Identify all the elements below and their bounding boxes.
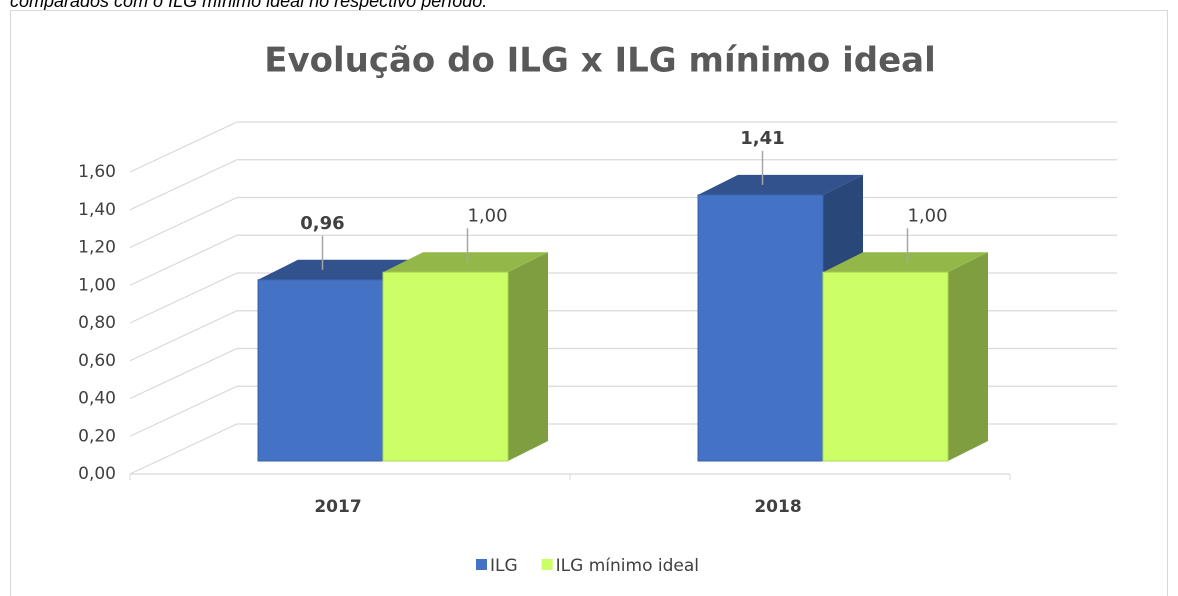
y-tick-label: 1,60 [78,162,116,182]
bar-front [257,279,384,462]
bar-side [948,252,988,461]
y-tick-label: 0,20 [78,426,116,446]
grid-line [129,159,1117,211]
bar-top [383,252,548,273]
y-tick-label: 1,40 [78,200,116,220]
legend-label: ILG mínimo ideal [556,556,699,576]
legend-label: ILG [490,556,518,576]
bar-front [382,271,509,462]
data-label: 1,00 [907,205,947,226]
grid-line [129,121,1117,173]
bar-front [697,194,824,462]
chart-title: Evolução do ILG x ILG mínimo ideal [264,41,936,81]
bar-top [823,252,988,273]
chart-border [10,10,1168,596]
y-tick-label: 0,80 [78,313,116,333]
bar-side [508,252,548,461]
x-tick-label: 2018 [754,497,801,517]
bar-top [258,259,423,280]
y-tick-label: 1,00 [78,275,116,295]
legend-swatch [476,559,487,570]
bar-front [822,271,949,462]
y-tick-label: 0,40 [78,389,116,409]
y-tick-label: 1,20 [78,238,116,258]
legend-swatch [541,559,553,570]
bar [382,252,548,462]
bar [822,252,988,462]
y-tick-label: 0,60 [78,351,116,371]
data-label: 0,96 [300,213,344,234]
y-tick-label: 0,00 [78,464,116,484]
data-label: 1,00 [467,205,507,226]
x-tick-label: 2017 [314,497,361,517]
data-label: 1,41 [740,128,784,149]
caption: comparados com o ILG mínimo ideal no res… [10,0,487,11]
bar-top [698,174,863,195]
